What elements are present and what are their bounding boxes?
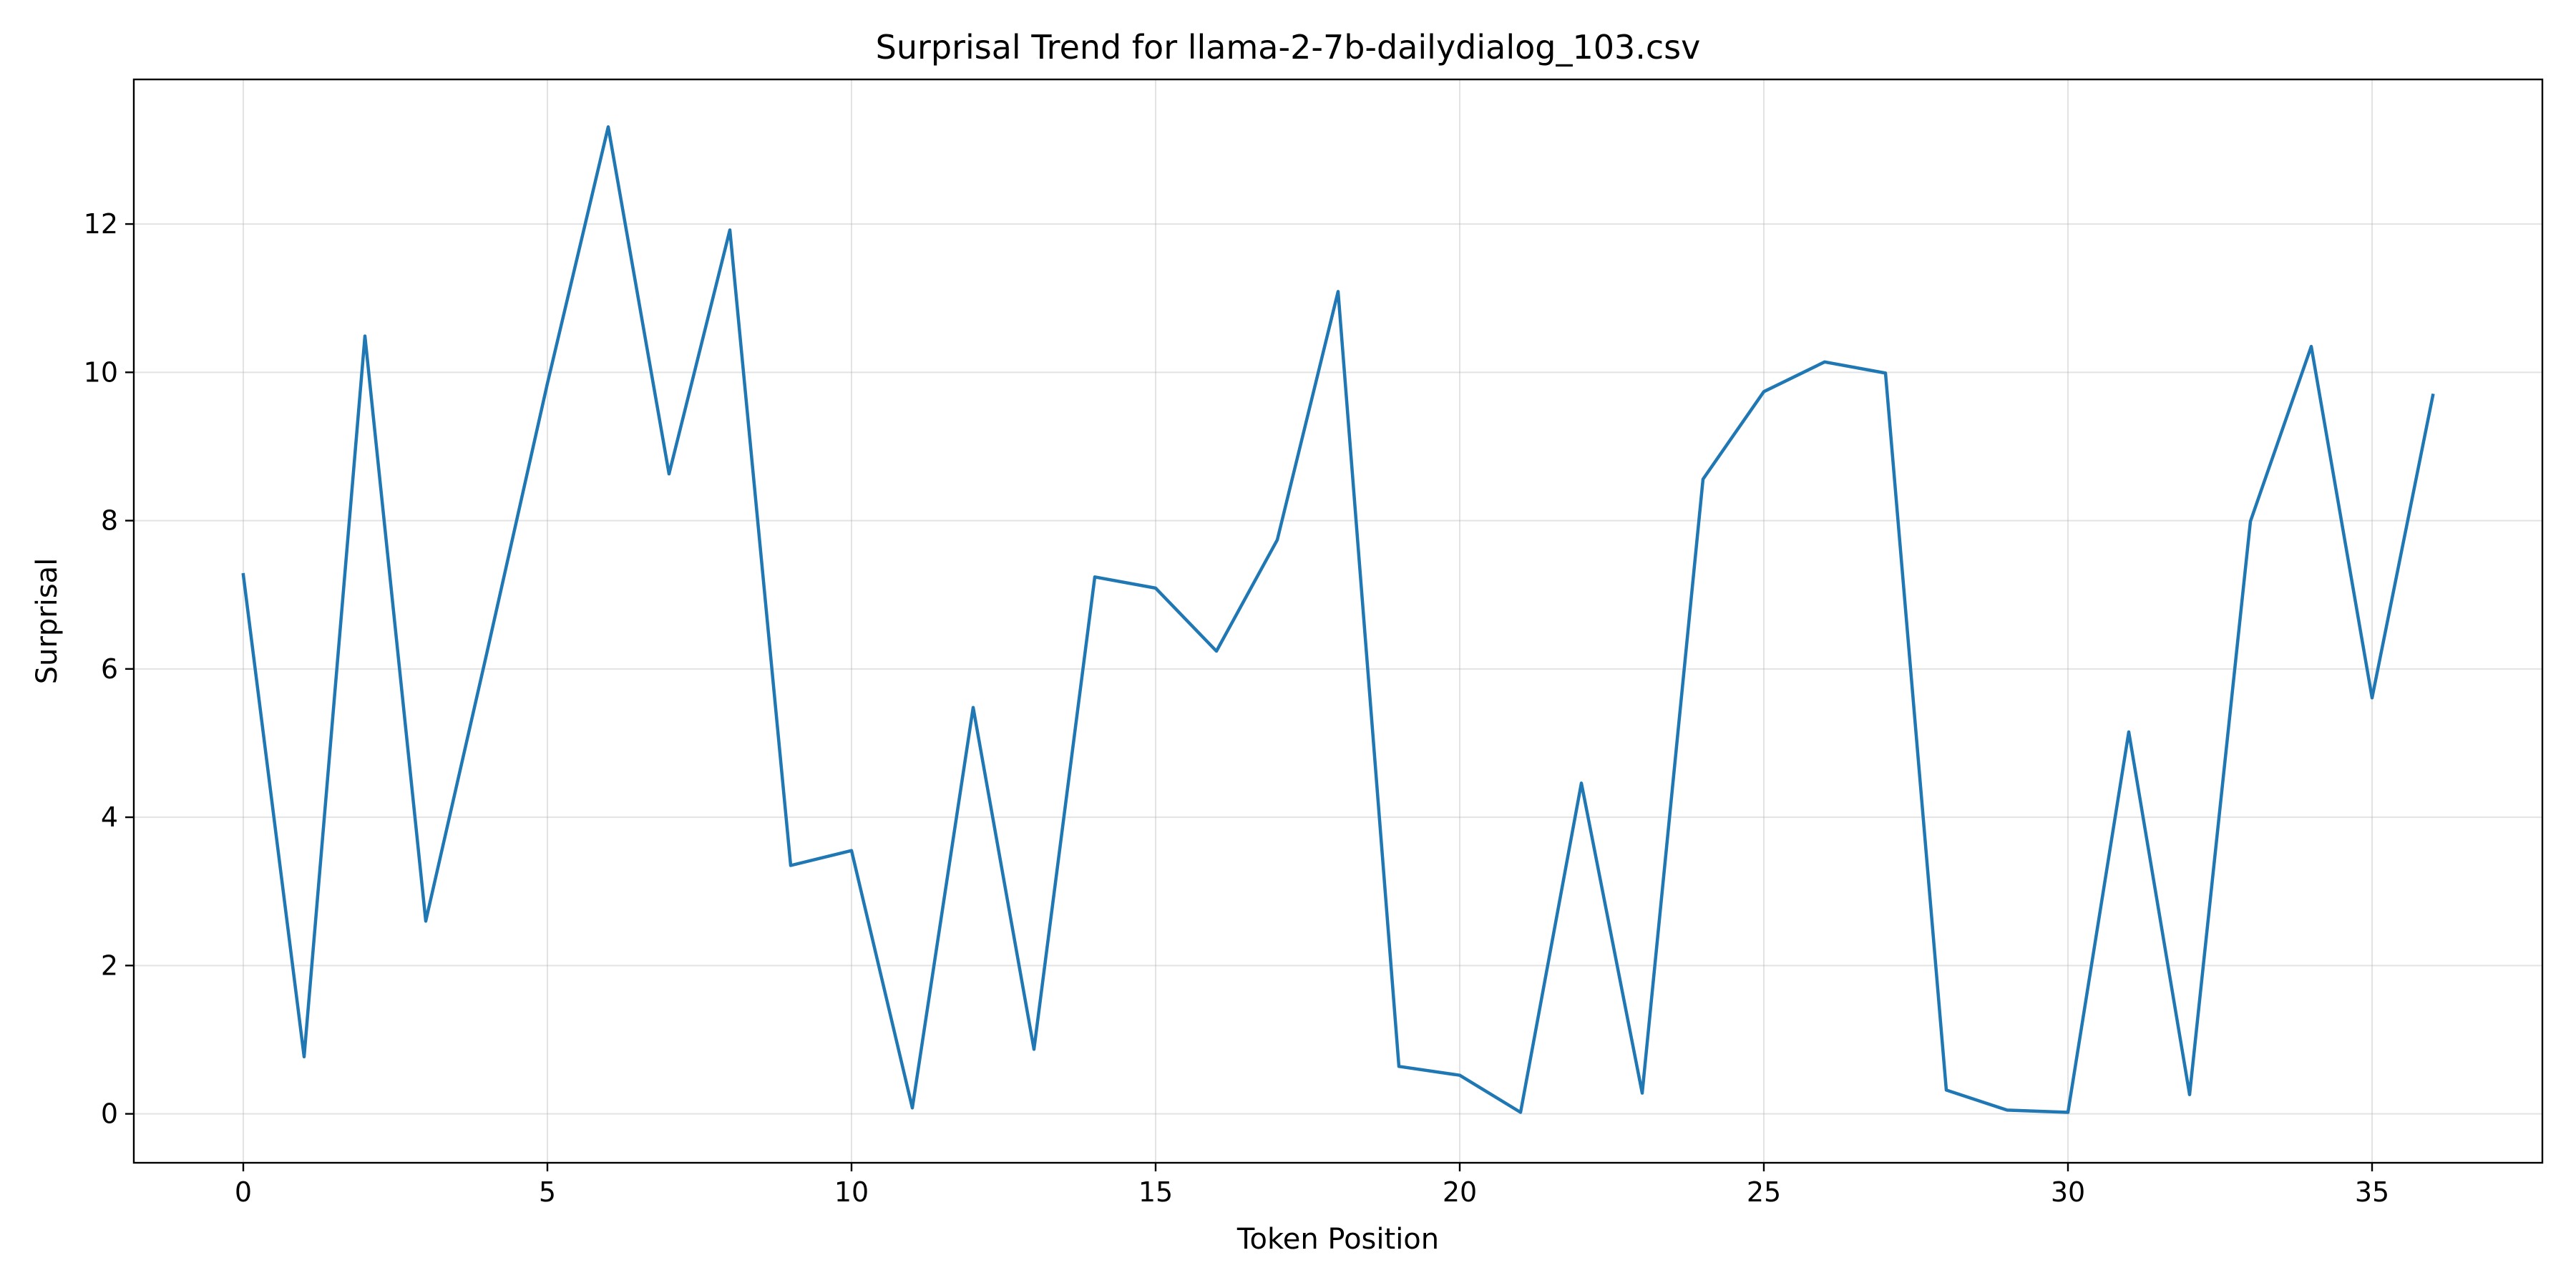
y-tick-label: 12: [84, 208, 118, 240]
y-tick-label: 8: [101, 505, 118, 537]
axis-ticks: 0 5 10 15 20 25 30 35 0 2 4 6 8 10 12: [84, 208, 2390, 1208]
y-tick-label: 2: [101, 950, 118, 981]
x-tick-label: 20: [1443, 1176, 1477, 1208]
series-line: [241, 125, 2435, 1114]
y-tick-label: 4: [101, 801, 118, 833]
y-tick-label: 10: [84, 356, 118, 388]
x-tick-label: 5: [539, 1176, 556, 1208]
x-tick-label: 0: [235, 1176, 252, 1208]
x-axis-label: Token Position: [1236, 1223, 1439, 1256]
plot-frame: [132, 78, 2544, 1164]
y-tick-label: 6: [101, 653, 118, 685]
y-tick-label: 0: [101, 1098, 118, 1130]
series-layer: [241, 125, 2435, 1114]
x-tick-label: 30: [2051, 1176, 2085, 1208]
x-tick-label: 25: [1747, 1176, 1781, 1208]
x-tick-label: 35: [2355, 1176, 2389, 1208]
y-axis-label: Surprisal: [31, 558, 64, 685]
x-tick-label: 10: [834, 1176, 869, 1208]
grid: [134, 79, 2542, 1163]
x-tick-label: 15: [1138, 1176, 1173, 1208]
chart-title: Surprisal Trend for llama-2-7b-dailydial…: [876, 28, 1701, 67]
